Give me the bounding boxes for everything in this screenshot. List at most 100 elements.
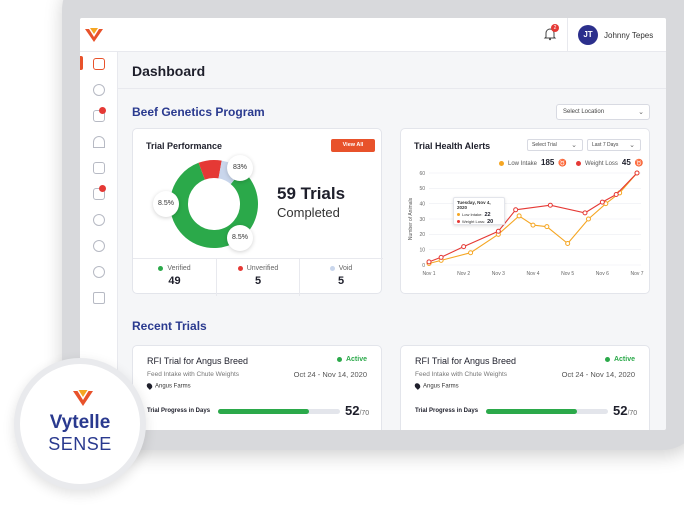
tooltip-value: 20 <box>487 219 494 225</box>
data-point[interactable] <box>468 250 474 256</box>
progress-total: /70 <box>359 410 370 417</box>
trial-farm: Angus Farms <box>413 382 459 390</box>
vytelle-logo-icon[interactable] <box>84 26 104 44</box>
recent-trial-card[interactable]: RFI Trial for Angus Breed Active Feed In… <box>400 345 650 430</box>
recent-trial-card[interactable]: RFI Trial for Angus Breed Active Feed In… <box>132 345 382 430</box>
trial-dates: Oct 24 - Nov 14, 2020 <box>293 370 367 379</box>
logout-icon[interactable] <box>93 292 105 304</box>
y-tick-label: 20 <box>419 232 425 238</box>
chart-tooltip: Tuesday, Nov 4, 2020 Low Intake: 22 Weigh… <box>453 197 505 225</box>
x-tick-label: Nov 6 <box>596 271 609 277</box>
location-pin-icon <box>413 382 422 390</box>
brand-product: SENSE <box>48 434 112 454</box>
sidebar-active-indicator <box>80 56 83 70</box>
dna-icon[interactable] <box>93 136 105 148</box>
view-all-button[interactable]: View All <box>331 139 375 152</box>
x-tick-label: Nov 3 <box>492 271 505 277</box>
cow-icon: ♉ <box>558 160 567 167</box>
trials-status: Completed <box>277 205 340 220</box>
stat-verified: Verified 49 <box>133 259 216 296</box>
progress-fill <box>486 409 577 414</box>
period-select[interactable]: Last 7 Days ⌄ <box>587 139 641 151</box>
weight-loss-dot-icon <box>576 160 581 166</box>
badge-icon[interactable] <box>93 240 105 252</box>
stat-unverified: Unverified 5 <box>216 259 299 296</box>
x-tick-label: Nov 4 <box>526 271 539 277</box>
cow-icon: ♉ <box>634 160 644 167</box>
app-screen: 2 JT Johnny Tepes Dashboard Beef Genetic… <box>80 18 666 430</box>
legend-label: Low Intake <box>508 161 538 167</box>
status-text: Active <box>345 356 367 363</box>
trial-title[interactable]: RFI Trial for Angus Breed <box>147 356 249 366</box>
data-point[interactable] <box>565 241 571 247</box>
notification-badge: 2 <box>551 24 559 32</box>
building-icon[interactable] <box>93 162 105 174</box>
low-intake-dot-icon <box>499 160 504 166</box>
trial-title[interactable]: RFI Trial for Angus Breed <box>415 356 517 366</box>
y-tick-label: 30 <box>419 217 425 223</box>
legend-low-intake: Low Intake 185 ♉ <box>499 158 567 167</box>
unverified-percent: 8.5% <box>227 225 253 251</box>
data-point[interactable] <box>495 228 501 234</box>
weight-loss-dot-icon <box>457 220 460 224</box>
chevron-down-icon: ⌄ <box>638 109 644 116</box>
y-tick-label: 0 <box>422 263 425 269</box>
trial-select[interactable]: Select Trial ⌄ <box>527 139 583 151</box>
series-line-weight-loss <box>428 172 638 263</box>
data-point[interactable] <box>544 224 550 230</box>
data-point[interactable] <box>547 202 553 208</box>
stat-value: 5 <box>337 275 345 287</box>
stat-label: Unverified <box>246 265 279 272</box>
user-icon[interactable] <box>93 214 105 226</box>
data-point[interactable] <box>530 222 536 228</box>
status-badge: Active <box>336 356 367 363</box>
progress-total: /70 <box>627 410 638 417</box>
page-title: Dashboard <box>132 63 206 79</box>
data-point[interactable] <box>582 210 588 216</box>
progress-label: Trial Progress in Days <box>415 408 479 414</box>
stats-row: Verified 49 Unverified 5 Void 5 <box>133 258 383 296</box>
settings-icon[interactable] <box>93 266 105 278</box>
data-point[interactable] <box>634 170 640 176</box>
data-point[interactable] <box>613 191 619 197</box>
unverified-dot-icon <box>237 265 243 271</box>
location-pin-icon <box>145 382 154 390</box>
progress-bar <box>218 409 340 414</box>
location-select-label: Select Location <box>563 109 605 115</box>
progress-days: 52 <box>345 403 360 418</box>
status-text: Active <box>613 356 635 363</box>
data-point[interactable] <box>426 259 432 265</box>
vytelle-logo-icon <box>73 390 93 406</box>
data-point[interactable] <box>513 207 519 213</box>
trial-select-label: Select Trial <box>532 142 557 148</box>
data-point[interactable] <box>516 213 522 219</box>
progress-value: 52/70 <box>613 403 637 418</box>
data-point[interactable] <box>461 244 467 250</box>
y-tick-label: 50 <box>419 186 425 192</box>
avatar[interactable]: JT <box>578 25 598 45</box>
x-tick-label: Nov 7 <box>630 271 643 277</box>
trial-farm: Angus Farms <box>145 382 191 390</box>
y-tick-label: 10 <box>419 247 425 253</box>
verified-percent: 83% <box>227 155 253 181</box>
data-point[interactable] <box>599 199 605 205</box>
y-tick-label: 60 <box>419 171 425 177</box>
data-point[interactable] <box>438 254 444 260</box>
series-line-low-intake <box>428 172 638 265</box>
progress-label: Trial Progress in Days <box>147 408 211 414</box>
program-title: Beef Genetics Program <box>132 105 265 119</box>
active-dot-icon <box>604 356 610 362</box>
progress-value: 52/70 <box>345 403 369 418</box>
user-name[interactable]: Johnny Tepes <box>604 31 654 40</box>
dashboard-icon[interactable] <box>93 58 105 70</box>
data-point[interactable] <box>585 216 591 222</box>
topbar-divider <box>567 18 568 52</box>
tooltip-date: Tuesday, Nov 4, 2020 <box>457 200 491 210</box>
farm-name: Angus Farms <box>155 383 191 390</box>
gear-icon[interactable] <box>93 84 105 96</box>
progress-days: 52 <box>613 403 628 418</box>
legend-label: Weight Loss <box>585 161 618 167</box>
location-select[interactable]: Select Location ⌄ <box>556 104 650 120</box>
brand-name: Vytelle <box>49 412 111 433</box>
x-tick-label: Nov 1 <box>422 271 435 277</box>
